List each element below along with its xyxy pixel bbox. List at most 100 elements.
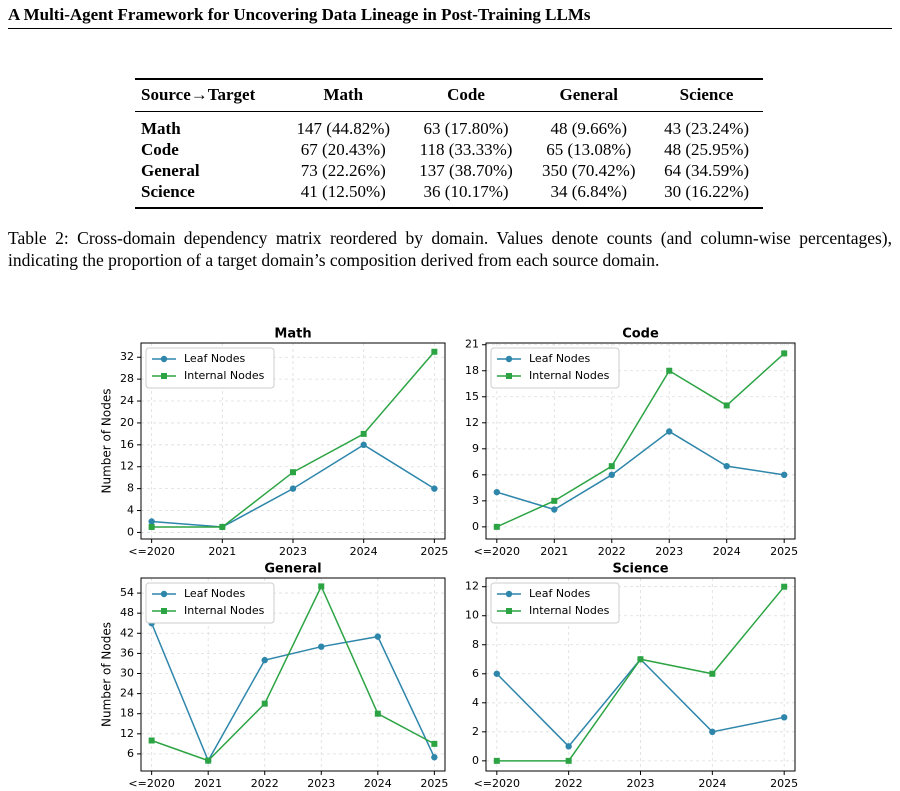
legend-marker bbox=[161, 608, 167, 614]
y-tick-label: 12 bbox=[120, 727, 134, 740]
marker bbox=[723, 462, 730, 470]
line bbox=[496, 658, 785, 748]
column-header: Source→Target bbox=[141, 85, 256, 104]
marker bbox=[565, 743, 572, 750]
chart-title: Code bbox=[622, 327, 659, 342]
legend-marker bbox=[506, 373, 512, 379]
x-tick-label: 2024 bbox=[364, 777, 392, 790]
page-header: A Multi-Agent Framework for Uncovering D… bbox=[8, 5, 892, 29]
row-header: Code bbox=[141, 140, 179, 159]
marker bbox=[205, 757, 212, 764]
marker bbox=[493, 523, 500, 530]
y-tick-label: 4 bbox=[127, 504, 134, 517]
marker bbox=[551, 497, 558, 504]
marker bbox=[723, 402, 730, 409]
marker bbox=[431, 740, 438, 747]
x-tick-label: 2023 bbox=[279, 545, 307, 558]
x-tick-label: <=2020 bbox=[128, 545, 174, 558]
legend-label: Internal Nodes bbox=[529, 369, 610, 382]
x-tick-label: 2025 bbox=[770, 545, 798, 558]
table-cell: 67 (20.43%) bbox=[300, 140, 386, 159]
y-tick-label: 54 bbox=[120, 586, 134, 599]
y-tick-label: 0 bbox=[472, 754, 479, 767]
column-header: Code bbox=[447, 85, 485, 104]
y-tick-label: 8 bbox=[127, 482, 134, 495]
legend-label: Leaf Nodes bbox=[529, 352, 591, 365]
x-tick-label: 2024 bbox=[698, 777, 726, 790]
legend bbox=[145, 582, 275, 624]
table-cell: 34 (6.84%) bbox=[550, 182, 627, 201]
marker bbox=[608, 471, 615, 479]
marker bbox=[360, 430, 367, 437]
table-cell: 43 (23.24%) bbox=[664, 119, 750, 138]
y-tick-label: 0 bbox=[127, 525, 134, 538]
y-tick-label: 16 bbox=[120, 438, 134, 451]
x-tick-label: 2022 bbox=[555, 777, 583, 790]
marker bbox=[374, 710, 381, 717]
marker bbox=[431, 485, 438, 492]
y-tick-label: 6 bbox=[127, 747, 134, 760]
table-header: Source→Target Math Code General Science bbox=[135, 79, 763, 112]
legend-marker bbox=[161, 373, 167, 379]
y-axis-label: Number of Nodes bbox=[100, 389, 114, 494]
legend-marker bbox=[160, 355, 168, 363]
marker bbox=[148, 518, 155, 525]
x-tick-label: 2025 bbox=[420, 777, 448, 790]
chart-title: Science bbox=[612, 562, 668, 577]
y-tick-label: 21 bbox=[465, 338, 479, 351]
table-cell: 48 (25.95%) bbox=[664, 140, 750, 159]
marker bbox=[431, 754, 438, 761]
row-header: Science bbox=[141, 182, 195, 201]
table: Source→Target Math Code General Science Math… bbox=[135, 78, 763, 209]
marker bbox=[551, 506, 558, 513]
y-tick-label: 0 bbox=[472, 520, 479, 533]
marker bbox=[666, 367, 673, 374]
table-cell: 147 (44.82%) bbox=[296, 119, 391, 138]
marker bbox=[781, 583, 788, 590]
x-tick-label: 2021 bbox=[540, 545, 568, 558]
x-tick-label: 2021 bbox=[194, 777, 222, 790]
y-tick-label: 18 bbox=[120, 707, 134, 720]
y-tick-label: 10 bbox=[465, 609, 479, 622]
table-cell: 65 (13.08%) bbox=[546, 140, 632, 159]
table-cell: 36 (10.17%) bbox=[423, 182, 509, 201]
legend-label: Leaf Nodes bbox=[184, 352, 246, 365]
legend-label: Internal Nodes bbox=[184, 369, 265, 382]
column-header: Science bbox=[679, 85, 734, 104]
plot-frame bbox=[485, 342, 796, 540]
x-tick-label: 2023 bbox=[307, 777, 335, 790]
marker bbox=[289, 485, 297, 492]
marker bbox=[666, 428, 673, 435]
table-cell: 73 (22.26%) bbox=[300, 161, 386, 180]
line bbox=[496, 352, 785, 528]
x-tick-label: 2022 bbox=[598, 545, 626, 558]
marker bbox=[290, 469, 296, 476]
legend-marker bbox=[505, 590, 513, 598]
y-tick-label: 2 bbox=[472, 725, 479, 738]
x-tick-label: 2022 bbox=[251, 777, 279, 790]
legend bbox=[490, 347, 620, 389]
table-caption: Table 2: Cross-domain dependency matrix … bbox=[8, 228, 892, 270]
x-tick-label: <=2020 bbox=[474, 777, 520, 790]
chart-title: General bbox=[264, 562, 321, 577]
row-header: Math bbox=[141, 119, 181, 138]
y-tick-label: 32 bbox=[120, 350, 134, 363]
y-tick-label: 4 bbox=[472, 696, 479, 709]
plot-frame bbox=[140, 577, 446, 772]
marker bbox=[318, 583, 325, 590]
y-tick-label: 12 bbox=[465, 416, 479, 429]
plot-frame bbox=[485, 577, 796, 772]
marker bbox=[360, 441, 367, 449]
legend bbox=[490, 582, 620, 624]
table-cell: 118 (33.33%) bbox=[419, 140, 513, 159]
y-tick-label: 9 bbox=[472, 442, 479, 455]
legend-label: Internal Nodes bbox=[184, 604, 265, 617]
table-cell: 41 (12.50%) bbox=[300, 182, 386, 201]
legend-label: Leaf Nodes bbox=[184, 587, 246, 600]
table-cell: 64 (34.59%) bbox=[664, 161, 750, 180]
y-tick-label: 36 bbox=[120, 646, 134, 659]
table-cell: 30 (16.22%) bbox=[664, 182, 750, 201]
marker bbox=[781, 350, 788, 357]
chart-title: Math bbox=[274, 327, 311, 342]
